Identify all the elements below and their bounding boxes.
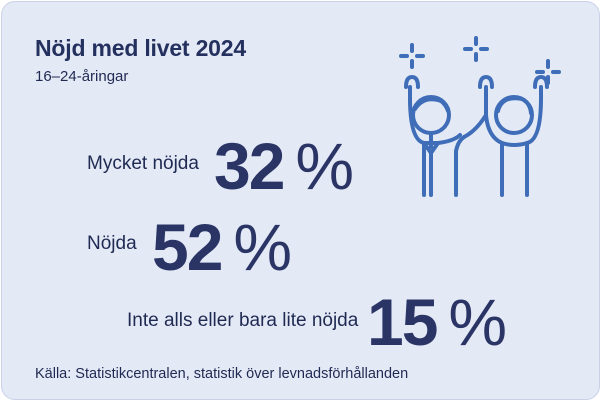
- percent-sign: %: [448, 285, 507, 359]
- stat-value-not-satisfied: 15%: [367, 289, 507, 355]
- stat-label-satisfied: Nöjda: [87, 233, 137, 254]
- infographic-title: Nöjd med livet 2024: [35, 35, 246, 61]
- source-note: Källa: Statistikcentralen, statistik öve…: [35, 366, 409, 382]
- stat-value-very-satisfied: 32%: [214, 133, 354, 199]
- sparkle-icon-left: [399, 43, 425, 69]
- stat-label-not-satisfied: Inte alls eller bara lite nöjda: [127, 310, 359, 331]
- stat-number: 52: [152, 210, 223, 284]
- stat-number: 15: [367, 285, 438, 359]
- stat-value-satisfied: 52%: [152, 214, 292, 280]
- stat-label-very-satisfied: Mycket nöjda: [87, 153, 199, 174]
- person-right: [454, 75, 549, 197]
- percent-sign: %: [295, 129, 354, 203]
- person-left: [404, 75, 462, 197]
- sparkle-icon-middle: [463, 36, 489, 62]
- infographic-subtitle: 16–24-åringar: [35, 68, 129, 85]
- percent-sign: %: [233, 210, 292, 284]
- two-people-celebrating-icon: [399, 36, 561, 197]
- stat-number: 32: [214, 129, 285, 203]
- sparkle-icon-right: [535, 59, 561, 85]
